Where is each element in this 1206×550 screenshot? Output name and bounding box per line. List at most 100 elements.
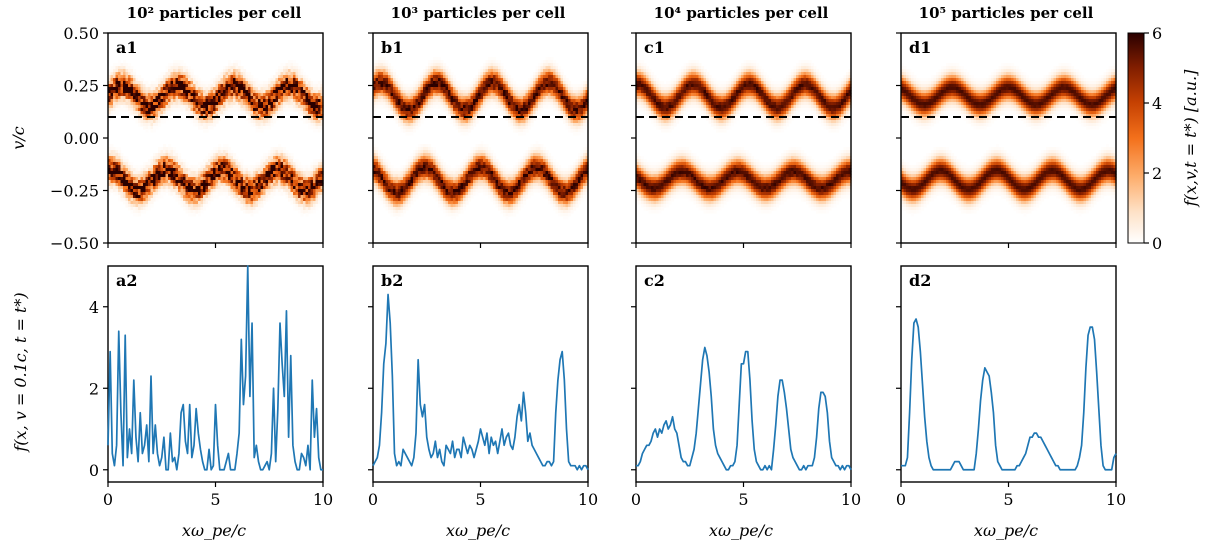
heatmap-cell: [373, 144, 377, 148]
heatmap-cell: [285, 168, 289, 172]
heatmap-cell: [238, 168, 242, 172]
heatmap-cell: [413, 123, 417, 127]
heatmap-cell: [303, 75, 307, 79]
heatmap-cell: [378, 57, 382, 61]
heatmap-cell: [245, 108, 249, 112]
heatmap-cell: [298, 96, 302, 100]
heatmap-cell: [185, 75, 189, 79]
heatmap-cell: [265, 171, 269, 175]
heatmap-cell: [193, 210, 197, 214]
heatmap-cell: [438, 99, 442, 103]
heatmap-cell: [203, 165, 207, 169]
heatmap-cell: [253, 87, 257, 91]
heatmap-cell: [185, 189, 189, 193]
heatmap-cell: [478, 78, 482, 82]
heatmap-cell: [123, 162, 127, 166]
heatmap-cell: [163, 75, 167, 79]
heatmap-cell: [120, 99, 124, 103]
heatmap-cell: [175, 78, 179, 82]
heatmap-cell: [183, 96, 187, 100]
heatmap-cell: [178, 78, 182, 82]
heatmap-cell: [250, 183, 254, 187]
heatmap-cell: [180, 168, 184, 172]
heatmap-cell: [393, 81, 397, 85]
heatmap-cell: [150, 159, 154, 163]
heatmap-cell: [395, 204, 399, 208]
heatmap-cell: [265, 105, 269, 109]
heatmap-cell: [460, 129, 464, 133]
heatmap-cell: [118, 198, 122, 202]
heatmap-cell: [208, 192, 212, 196]
heatmap-cell: [463, 183, 467, 187]
heatmap-cell: [490, 90, 494, 94]
heatmap-cell: [430, 84, 434, 88]
heatmap-cell: [395, 201, 399, 205]
heatmap-cell: [460, 111, 464, 115]
heatmap-cell: [473, 156, 477, 160]
heatmap-cell: [165, 66, 169, 70]
heatmap-cell: [173, 159, 177, 163]
heatmap-cell: [210, 114, 214, 118]
heatmap-cell: [415, 93, 419, 97]
heatmap-cell: [398, 192, 402, 196]
heatmap-cell: [445, 87, 449, 91]
heatmap-cell: [320, 168, 324, 172]
heatmap-cell: [195, 210, 199, 214]
heatmap-cell: [443, 75, 447, 79]
heatmap-cell: [318, 129, 322, 133]
heatmap-cell: [198, 204, 202, 208]
heatmap-cell: [485, 177, 489, 181]
heatmap-cell: [198, 210, 202, 214]
heatmap-cell: [423, 93, 427, 97]
heatmap-cell: [383, 204, 387, 208]
heatmap-cell: [220, 108, 224, 112]
heatmap-cell: [303, 84, 307, 88]
heatmap-cell: [288, 66, 292, 70]
heatmap-cell: [288, 174, 292, 178]
heatmap-cell: [278, 105, 282, 109]
heatmap-cell: [223, 186, 227, 190]
heatmap-cell: [138, 117, 142, 121]
heatmap-cell: [438, 72, 442, 76]
heatmap-cell: [285, 186, 289, 190]
heatmap-cell: [433, 183, 437, 187]
heatmap-cell: [483, 111, 487, 115]
heatmap-cell: [228, 153, 232, 157]
heatmap-cell: [220, 174, 224, 178]
heatmap-cell: [108, 177, 112, 181]
heatmap-cell: [108, 162, 112, 166]
heatmap-cell: [493, 90, 497, 94]
heatmap-cell: [405, 132, 409, 136]
heatmap-cell: [285, 93, 289, 97]
heatmap-cell: [240, 174, 244, 178]
heatmap-cell: [218, 81, 222, 85]
heatmap-cell: [243, 93, 247, 97]
heatmap-cell: [140, 78, 144, 82]
colorbar-tick-label: 0: [1152, 234, 1162, 253]
heatmap-cell: [188, 90, 192, 94]
heatmap-cell: [470, 147, 474, 151]
heatmap-cell: [110, 99, 114, 103]
heatmap-cell: [310, 177, 314, 181]
heatmap-cell: [255, 198, 259, 202]
heatmap-cell: [190, 99, 194, 103]
heatmap-cell: [440, 93, 444, 97]
heatmap-cell: [393, 75, 397, 79]
heatmap-cell: [193, 171, 197, 175]
heatmap-cell: [113, 111, 117, 115]
heatmap-cell: [413, 102, 417, 106]
heatmap-cell: [128, 174, 132, 178]
heatmap-cell: [430, 108, 434, 112]
heatmap-cell: [458, 99, 462, 103]
heatmap-cell: [380, 75, 384, 79]
heatmap-cell: [318, 90, 322, 94]
heatmap-cell: [315, 171, 319, 175]
heatmap-cell: [120, 165, 124, 169]
heatmap-cell: [373, 168, 377, 172]
heatmap-cell: [158, 150, 162, 154]
heatmap-cell: [140, 171, 144, 175]
heatmap-cell: [320, 159, 324, 163]
heatmap-cell: [235, 96, 239, 100]
heatmap-cell: [115, 150, 119, 154]
heatmap-cell: [225, 180, 229, 184]
